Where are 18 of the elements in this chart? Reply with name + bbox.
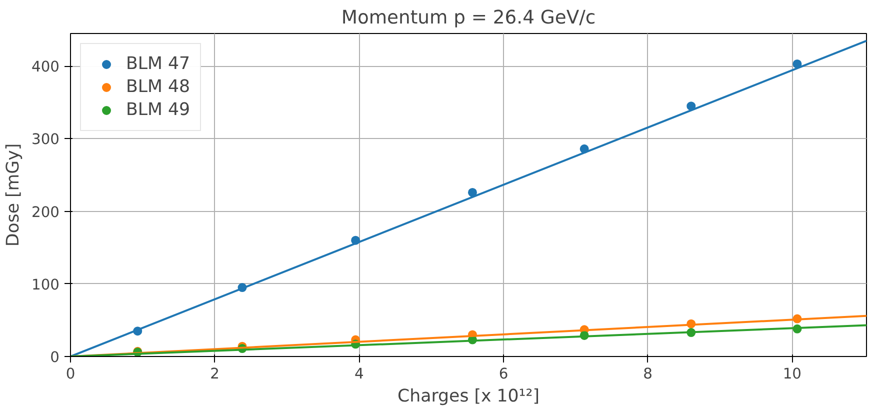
y-tick-label: 300 [32, 131, 60, 148]
legend-label: BLM 48 [126, 77, 190, 97]
x-tick-label: 10 [782, 366, 802, 382]
y-tick-label: 100 [32, 276, 60, 294]
chart-title: Momentum p = 26.4 GeV/c [341, 8, 596, 28]
x-tick-label: 2 [210, 366, 220, 382]
point [468, 188, 477, 197]
y-tick-label: 200 [32, 204, 60, 221]
y-tick-label: 400 [32, 58, 60, 76]
x-tick-label: 0 [66, 366, 76, 382]
x-tick-label: 6 [498, 366, 508, 382]
x-tick-label: 8 [643, 366, 652, 382]
y-axis-title: Dose [mGy] [4, 143, 24, 247]
x-tick-label: 4 [354, 366, 364, 382]
legend-label: BLM 49 [126, 100, 190, 120]
y-tick-label: 0 [50, 349, 60, 366]
legend-label: BLM 47 [126, 54, 190, 74]
x-axis-title: Charges [x 10¹²] [398, 386, 540, 406]
